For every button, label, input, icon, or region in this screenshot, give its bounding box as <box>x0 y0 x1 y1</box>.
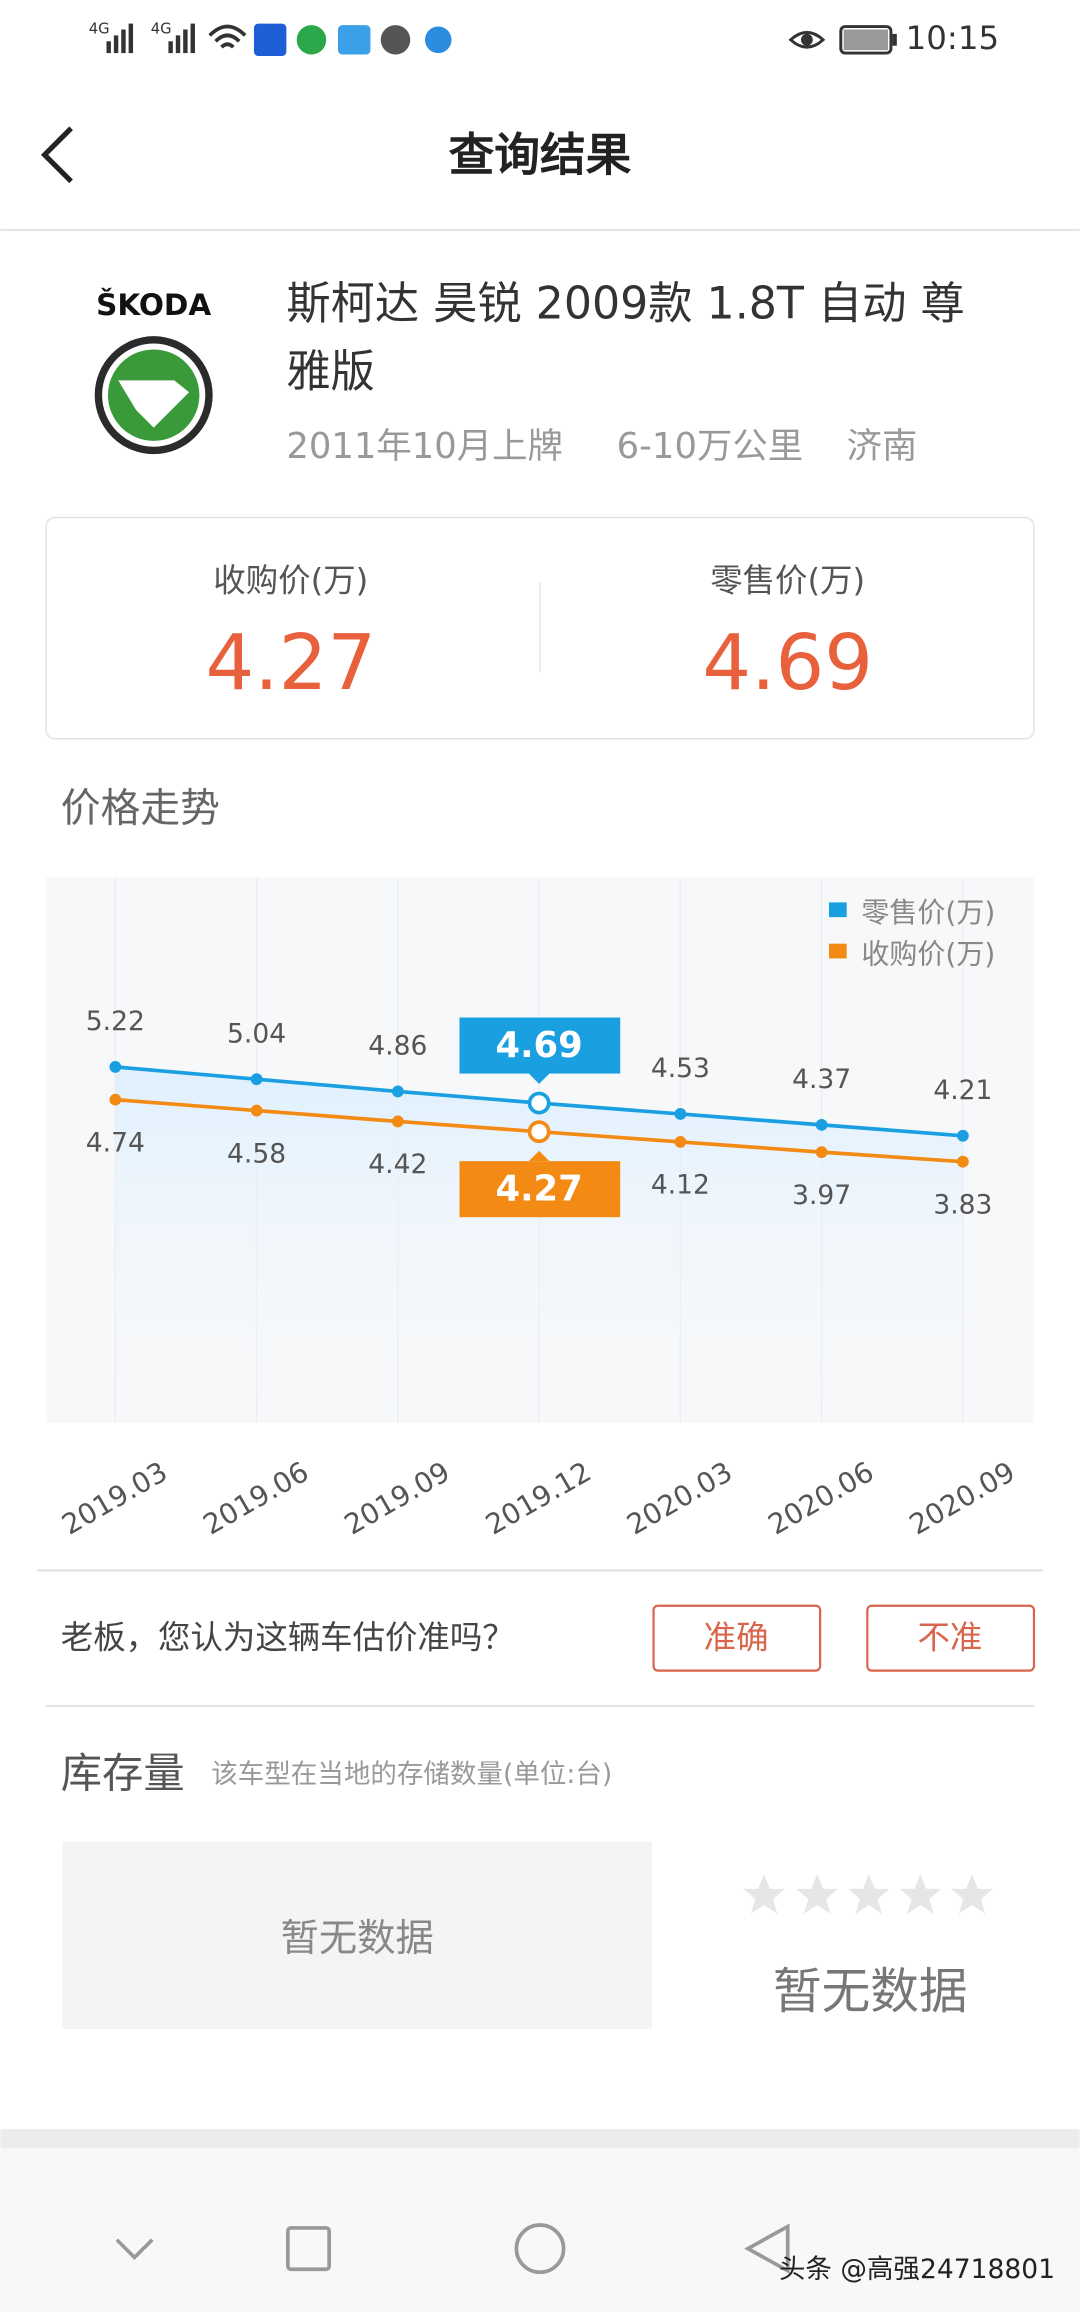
callout-pointer <box>528 1073 550 1084</box>
point <box>815 1146 828 1159</box>
area <box>115 1066 963 1423</box>
point <box>956 1129 969 1142</box>
point <box>109 1093 122 1106</box>
watermark: 头条 @高强24718801 <box>779 2254 1055 2285</box>
x-tick-label: 2020.09 <box>904 1455 1021 1541</box>
empty-text: 暂无数据 <box>773 1964 968 2020</box>
legend-swatch <box>829 902 847 918</box>
x-tick-label: 2020.06 <box>762 1455 879 1541</box>
x-tick-label: 2020.03 <box>621 1455 738 1541</box>
value-label: 5.22 <box>86 1006 145 1037</box>
separator <box>0 2129 1080 2149</box>
section-title: 价格走势 <box>61 785 220 831</box>
value-label: 4.42 <box>368 1149 427 1180</box>
inaccurate-button[interactable] <box>866 1604 1036 1672</box>
price-label: 零售价(万) <box>710 561 865 599</box>
point <box>527 1120 551 1144</box>
feedback-question: 老板，您认为这辆车估价准吗？ <box>61 1619 515 1657</box>
price-value: 4.27 <box>205 619 376 708</box>
callout-label: 4.27 <box>495 1169 582 1210</box>
x-tick-label: 2019.12 <box>480 1455 597 1541</box>
clock: 10:15 <box>906 19 999 57</box>
button-label: 准确 <box>704 1619 769 1657</box>
section-title: 库存量 <box>61 1750 185 1798</box>
network-label: 4G <box>151 20 172 37</box>
value-label: 4.53 <box>651 1053 710 1084</box>
section-note: 该车型在当地的存储数量(单位:台) <box>211 1759 612 1790</box>
car-mileage: 6-10万公里 <box>617 426 803 467</box>
value-label: 4.58 <box>227 1138 286 1169</box>
nav-bar <box>0 2148 1080 2312</box>
point <box>250 1073 263 1086</box>
button-label: 不准 <box>917 1619 982 1657</box>
legend-label: 零售价(万) <box>861 896 995 929</box>
point <box>391 1115 404 1128</box>
car-registered: 2011年10月上牌 <box>286 426 563 467</box>
x-tick-label: 2019.06 <box>197 1455 314 1541</box>
network-label: 4G <box>89 20 110 37</box>
x-tick-label: 2019.09 <box>339 1455 456 1541</box>
brand-name: ŠKODA <box>96 286 211 322</box>
nav-back[interactable] <box>744 2223 790 2274</box>
point <box>815 1118 828 1131</box>
nav-home[interactable] <box>514 2223 566 2275</box>
accurate-button[interactable] <box>652 1604 822 1672</box>
point <box>527 1091 551 1115</box>
rating-stars <box>743 1874 993 1914</box>
value-label: 3.83 <box>933 1189 992 1220</box>
status-icons: 4G 4G 10:15 <box>89 19 999 57</box>
value-label: 4.37 <box>792 1064 851 1095</box>
value-label: 4.12 <box>651 1170 710 1201</box>
legend-label: 收购价(万) <box>861 937 995 970</box>
value-label: 4.21 <box>933 1075 992 1106</box>
point <box>109 1061 122 1073</box>
point <box>250 1104 263 1117</box>
value-label: 3.97 <box>792 1180 851 1211</box>
value-label: 4.74 <box>86 1127 145 1158</box>
point <box>391 1085 404 1098</box>
point <box>956 1155 969 1168</box>
page-title: 查询结果 <box>449 128 632 181</box>
value-label: 4.86 <box>368 1031 427 1062</box>
price-label: 收购价(万) <box>213 561 368 599</box>
nav-down[interactable] <box>115 2238 154 2261</box>
legend-swatch <box>829 943 847 959</box>
callout <box>459 1161 621 1218</box>
value-label: 5.04 <box>227 1018 286 1049</box>
empty-text: 暂无数据 <box>280 1916 433 1961</box>
empty-panel <box>62 1841 653 2029</box>
point <box>674 1108 687 1120</box>
price-value: 4.69 <box>702 619 873 708</box>
car-title: 斯柯达 昊锐 2009款 1.8T 自动 尊雅版 <box>286 278 965 399</box>
brand-logo <box>94 336 213 455</box>
nav-recent[interactable] <box>286 2226 331 2272</box>
back-button[interactable] <box>40 126 73 184</box>
x-tick-label: 2019.03 <box>56 1455 173 1541</box>
point <box>674 1136 687 1148</box>
callout-pointer <box>528 1150 550 1162</box>
callout-label: 4.69 <box>495 1025 582 1066</box>
car-title-box: 斯柯达 昊锐 2009款 1.8T 自动 尊雅版 <box>286 278 965 399</box>
car-city: 济南 <box>847 426 918 467</box>
callout <box>459 1017 621 1074</box>
